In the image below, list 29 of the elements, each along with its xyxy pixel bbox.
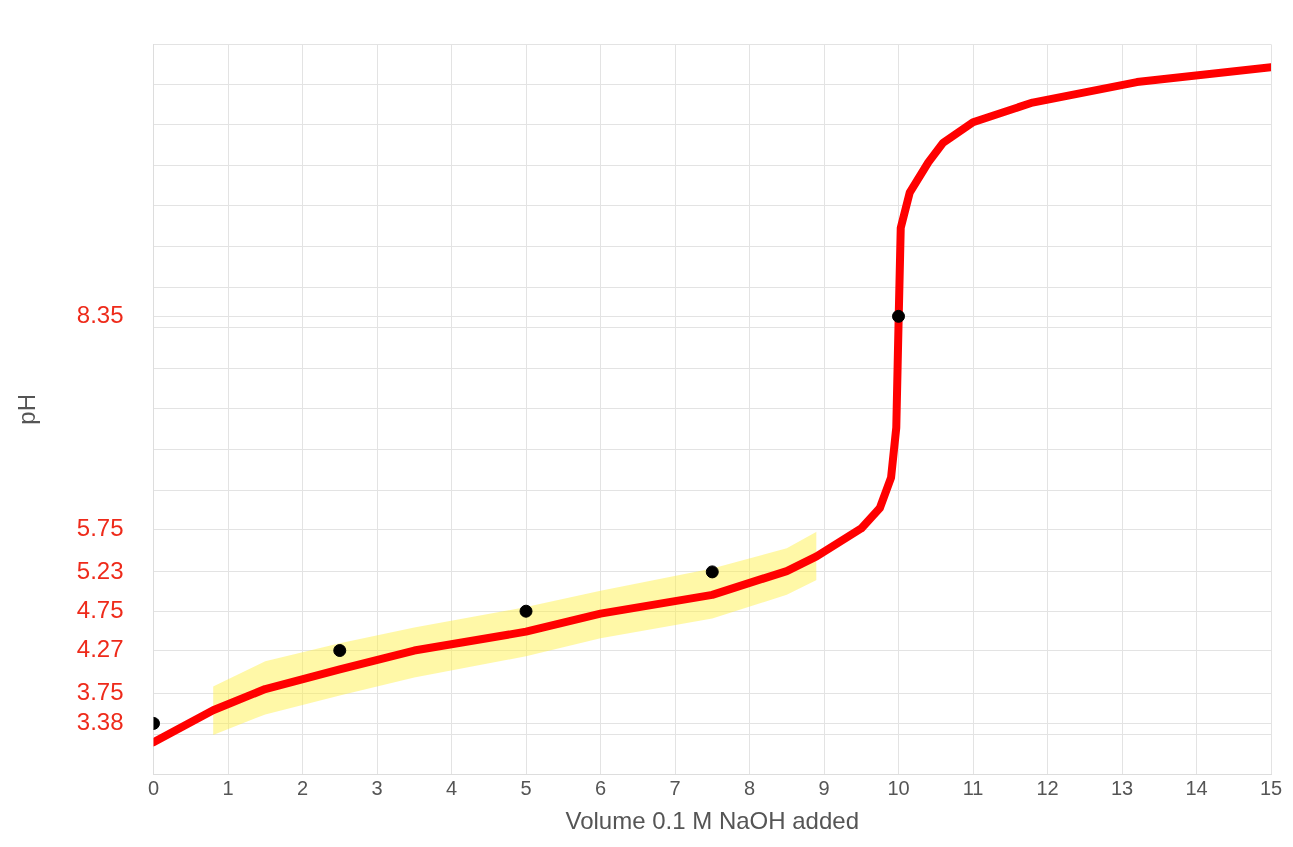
x-tick-label: 8 (743, 776, 756, 799)
y-tick-label: 5.23 (76, 556, 124, 584)
point (705, 565, 719, 579)
x-tick-label: 5 (520, 776, 532, 799)
x-tick-label: 6 (594, 776, 607, 799)
point (892, 309, 905, 323)
x-tick-label: 7 (669, 776, 681, 799)
y-tick-label: 5.75 (76, 513, 124, 541)
x-tick-label: 12 (1036, 776, 1059, 799)
point (519, 604, 533, 618)
x-tick-label: 3 (371, 776, 383, 799)
y-tick-label: 4.75 (76, 595, 124, 623)
x-tick-label: 14 (1185, 776, 1208, 799)
x-tick-label: 15 (1259, 776, 1283, 799)
x-tick-label: 4 (445, 776, 458, 799)
y-tick-label: 4.27 (76, 635, 124, 663)
x-tick-label: 11 (962, 776, 984, 799)
x-tick-label: 0 (147, 776, 160, 799)
y-tick-label: 3.38 (76, 708, 124, 736)
x-tick-label: 9 (818, 776, 830, 799)
y-tick-label: 3.75 (76, 677, 124, 705)
x-axis-title: Volume 0.1 M NaOH added (565, 807, 860, 835)
x-tick-label: 1 (222, 776, 234, 799)
x-tick-label: 2 (296, 776, 309, 799)
y-tick-label: 8.35 (76, 300, 124, 328)
x-tick-label: 10 (887, 776, 910, 799)
x-tick-label: 13 (1110, 776, 1134, 799)
y-axis-title: pH (13, 393, 41, 425)
point (333, 644, 347, 658)
